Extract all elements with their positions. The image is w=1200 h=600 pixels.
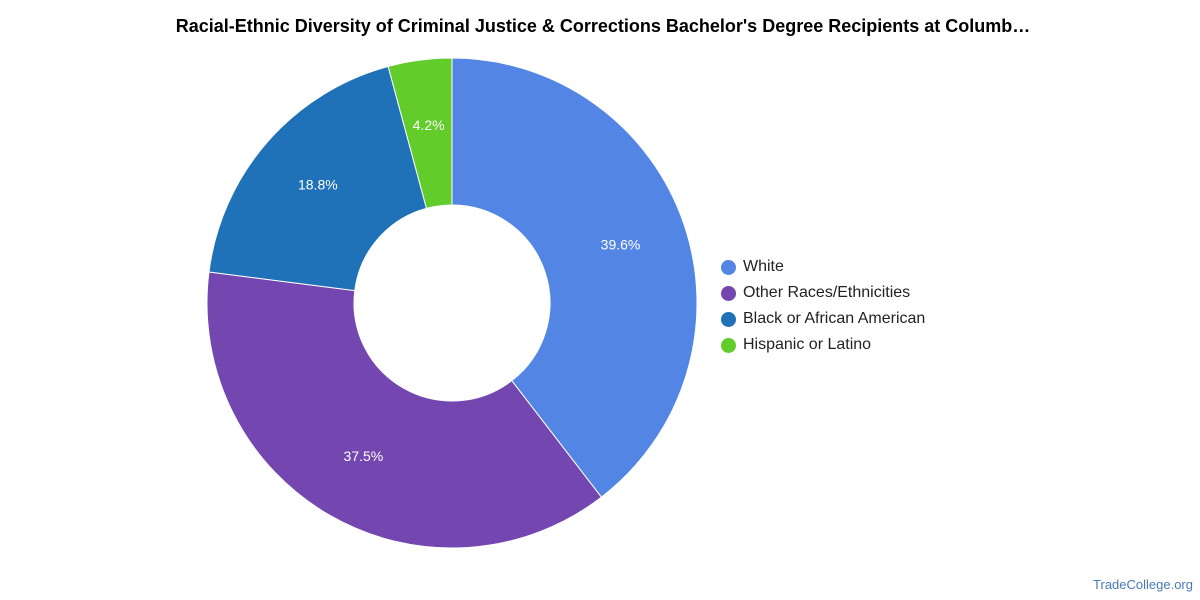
source-credit[interactable]: TradeCollege.org [1093,577,1193,592]
legend-swatch [721,285,736,301]
legend-item[interactable]: Other Races/Ethnicities [721,280,925,306]
legend-item[interactable]: Black or African American [721,306,925,332]
chart-title: Racial-Ethnic Diversity of Criminal Just… [175,16,1031,36]
legend-item[interactable]: White [721,254,925,280]
legend-swatch [721,311,736,327]
legend-swatch [721,337,736,353]
slice-other-races-ethnicities[interactable] [206,271,603,549]
slice-hispanic-or-latino[interactable] [387,57,453,209]
slice-value-label: 4.2% [413,117,445,133]
legend-label: White [743,258,784,275]
legend-label: Other Races/Ethnicities [743,284,911,301]
slice-value-label: 37.5% [344,448,384,464]
legend: White Other Races/Ethnicities Black or Afr… [721,254,925,358]
slice-black-or-african-american[interactable] [208,65,428,292]
slice-value-label: 18.8% [298,177,338,193]
legend-item[interactable]: Hispanic or Latino [721,332,925,358]
slice-value-label: 39.6% [601,236,641,252]
legend-label: Hispanic or Latino [743,336,872,353]
legend-swatch [721,259,736,275]
legend-label: Black or African American [743,310,926,327]
slice-white[interactable] [451,57,698,498]
